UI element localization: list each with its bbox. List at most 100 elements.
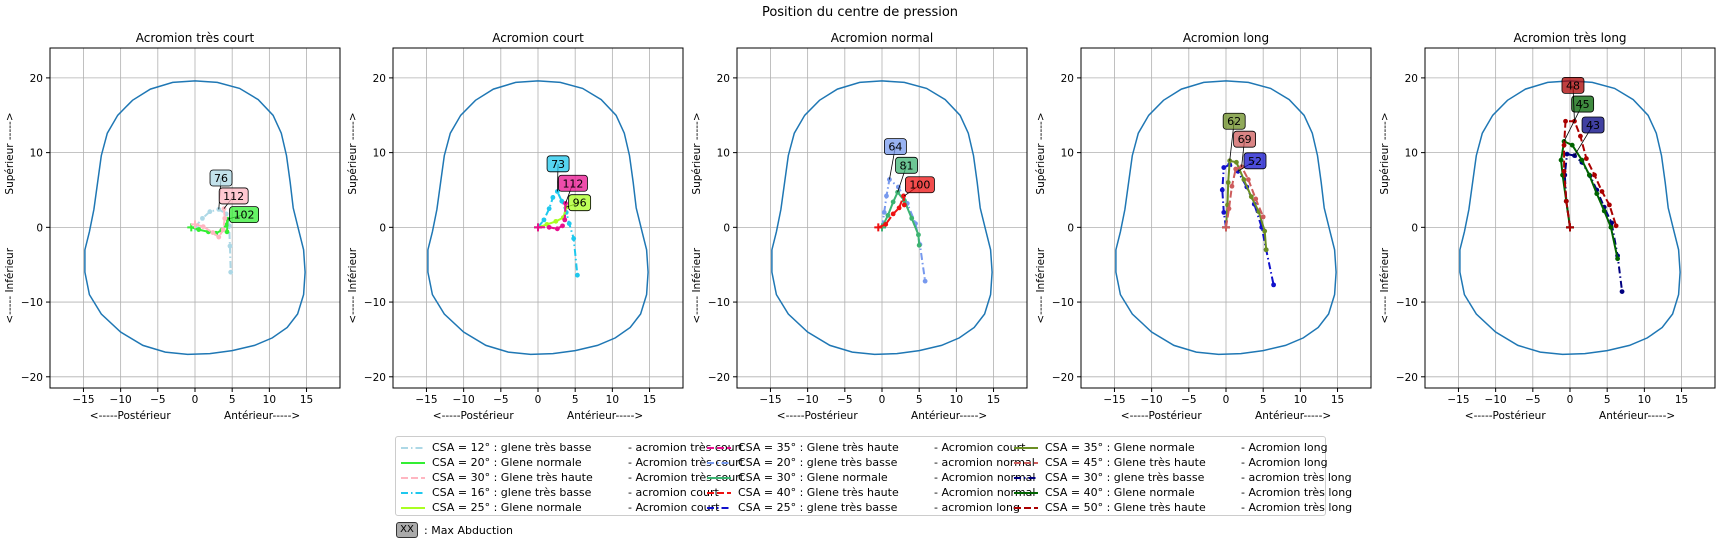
data-point: [1561, 168, 1567, 174]
legend-entry: CSA = 12° : glene très basse - acromion t…: [400, 440, 744, 455]
glenoid-outline: [84, 80, 306, 356]
annotation-label: 43: [1586, 119, 1600, 132]
data-point: [1248, 194, 1254, 200]
data-point: [909, 215, 915, 221]
legend-label: CSA = 25° : glene très basse: [738, 501, 898, 514]
annotation-label: 73: [551, 158, 565, 171]
annotation-box: [883, 138, 907, 156]
y-tick-label: 20: [717, 73, 730, 85]
data-point: [571, 236, 577, 241]
legend-entry: CSA = 25° : Glene normale - Acromion cour…: [400, 500, 744, 515]
data-point: [885, 212, 891, 218]
series-line: [538, 203, 567, 230]
y-tick-label: 0: [1067, 222, 1074, 234]
subplot-title: Acromion long: [1183, 31, 1269, 45]
data-point: [1569, 142, 1575, 148]
x-tick-label: 0: [1223, 394, 1230, 406]
annotation-box: [1233, 130, 1256, 148]
data-point: [1563, 198, 1569, 204]
x-tick-label: −15: [415, 394, 437, 406]
annotation-box: [1581, 116, 1605, 134]
legend-column: CSA = 35° : Glene normale - Acromion long…: [1013, 440, 1352, 515]
y-axis-label: <----- Inférieur Supérieur ----->: [1035, 112, 1047, 323]
legend-label: CSA = 16° : glene très basse: [432, 486, 592, 499]
glenoid-outline: [1115, 80, 1337, 356]
series-line: [1563, 120, 1618, 228]
annotation-box: [558, 174, 588, 192]
data-point: [1253, 196, 1259, 202]
y-tick-label: 20: [1405, 73, 1418, 85]
legend-entry: CSA = 35° : Glene normale - Acromion long: [1013, 440, 1352, 455]
legend-label-suffix: - Acromion normal: [934, 486, 1036, 499]
data-point: [546, 224, 552, 230]
data-point: [1225, 180, 1231, 185]
legend-label-suffix: - Acromion long: [1241, 441, 1328, 454]
x-tick-label: −5: [150, 394, 165, 406]
annotation-box: [568, 194, 592, 212]
subplot-5: 43 45 48 −15 −10 −5 0 5 10 15 −20 −10 0 10 20 Acromion …: [1379, 31, 1716, 422]
x-tick-label: −15: [72, 394, 94, 406]
annotation-label: 76: [214, 172, 228, 185]
y-tick-label: 0: [1411, 222, 1418, 234]
x-tick-label: 15: [1675, 394, 1688, 406]
legend-label: CSA = 50° : Glene très haute: [1045, 501, 1206, 514]
data-point: [210, 230, 216, 235]
glenoid-outline: [1459, 80, 1681, 356]
x-axis-label: <-----Postérieur Antérieur----->: [1465, 410, 1675, 422]
legend-swatch: [707, 446, 731, 449]
annotation-label: 96: [573, 197, 587, 210]
annotation-box: [1571, 95, 1595, 113]
data-point: [1619, 289, 1625, 295]
data-point: [566, 221, 572, 227]
data-point: [560, 223, 565, 229]
data-point: [224, 229, 230, 235]
data-point: [1578, 133, 1583, 139]
legend-label: CSA = 45° : Glene très haute: [1045, 456, 1206, 469]
data-point: [1592, 172, 1597, 178]
series-line: [537, 189, 579, 276]
legend-label: CSA = 12° : glene très basse: [432, 441, 592, 454]
x-axis-label: <-----Postérieur Antérieur----->: [90, 410, 300, 422]
legend-label-suffix: - Acromion court: [934, 441, 1026, 454]
x-tick-label: 15: [1331, 394, 1344, 406]
y-tick-label: −20: [1396, 372, 1418, 384]
subplot-title: Acromion très long: [1513, 31, 1626, 45]
legend-entry: CSA = 45° : Glene très haute - Acromion l…: [1013, 455, 1352, 470]
data-point: [1586, 172, 1592, 178]
legend: CSA = 12° : glene très basse - acromion t…: [395, 436, 1352, 516]
legend-swatch: [1014, 446, 1038, 449]
annotation-label: 64: [888, 141, 902, 154]
data-point: [200, 224, 206, 229]
x-tick-label: 15: [300, 394, 313, 406]
x-tick-label: 10: [950, 394, 963, 406]
y-tick-label: 10: [1405, 148, 1418, 160]
data-point: [546, 206, 552, 212]
data-point: [1226, 206, 1232, 212]
data-point: [1234, 159, 1239, 165]
series-line: [1225, 165, 1265, 228]
y-tick-label: −20: [364, 372, 386, 384]
data-point: [575, 272, 580, 278]
data-point: [1563, 118, 1568, 124]
legend-label-suffix: - Acromion très long: [1241, 501, 1353, 514]
x-tick-label: 5: [229, 394, 236, 406]
legend-entry: CSA = 20° : Glene normale - Acromion très…: [400, 455, 744, 470]
legend-entry: CSA = 30° : Glene normale - Acromion norm…: [706, 470, 1035, 485]
legend-entry: CSA = 30° : Glene très haute - Acromion t…: [400, 470, 744, 485]
legend-swatch: [707, 476, 731, 479]
legend-label: CSA = 30° : Glene normale: [738, 471, 888, 484]
x-tick-label: 15: [987, 394, 1000, 406]
x-tick-label: −10: [797, 394, 819, 406]
legend-label: CSA = 35° : Glene très haute: [738, 441, 899, 454]
data-point: [884, 193, 889, 199]
x-tick-label: −10: [453, 394, 475, 406]
data-point: [883, 221, 889, 227]
data-point: [1608, 224, 1614, 230]
legend-label-suffix: - Acromion très long: [1241, 486, 1353, 499]
data-point: [1564, 151, 1570, 157]
legend-label-suffix: - acromion très court: [628, 441, 744, 454]
data-point: [200, 215, 205, 221]
x-tick-label: 10: [606, 394, 619, 406]
data-point: [559, 198, 565, 204]
legend-swatch: [1014, 461, 1038, 464]
